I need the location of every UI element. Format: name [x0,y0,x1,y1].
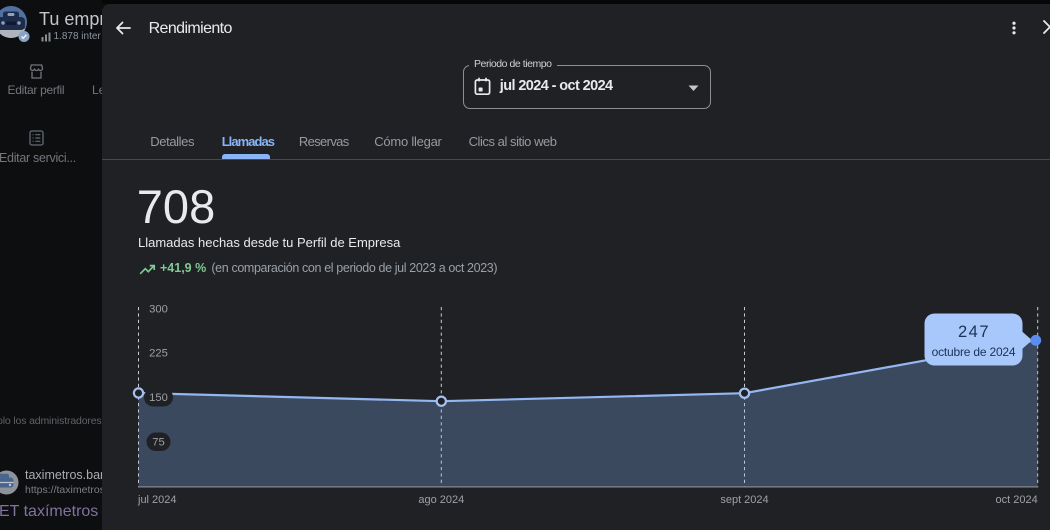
svg-text:sept 2024: sept 2024 [720,494,768,506]
svg-text:oct 2024: oct 2024 [995,494,1037,506]
svg-text:300: 300 [149,304,168,316]
svg-text:150: 150 [149,392,168,404]
svg-text:jul 2024: jul 2024 [137,494,177,506]
svg-text:ago 2024: ago 2024 [418,494,464,506]
svg-text:225: 225 [149,348,168,360]
svg-text:octubre de 2024: octubre de 2024 [932,345,1016,359]
svg-text:75: 75 [152,437,164,449]
svg-text:247: 247 [958,323,990,341]
